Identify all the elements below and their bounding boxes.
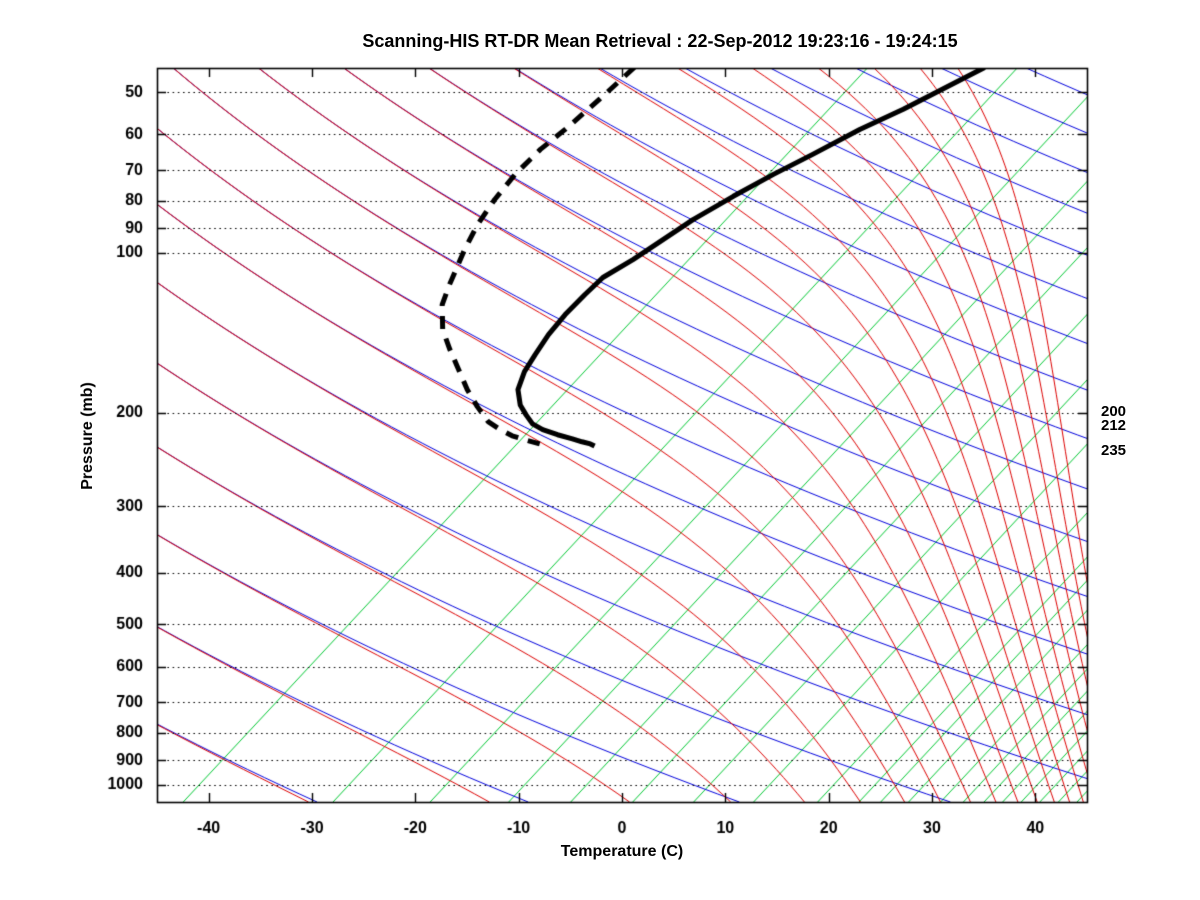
x-axis-label: Temperature (C) — [560, 843, 684, 860]
y-axis-label: Pressure (mb) — [79, 382, 96, 490]
right-pressure-label-235: 235 — [1101, 442, 1127, 459]
right-pressure-label-200: 200 — [1101, 403, 1127, 420]
chart-title: Scanning-HIS RT-DR Mean Retrieval : 22-S… — [362, 31, 958, 51]
right-pressure-label-212: 212 — [1101, 417, 1127, 434]
